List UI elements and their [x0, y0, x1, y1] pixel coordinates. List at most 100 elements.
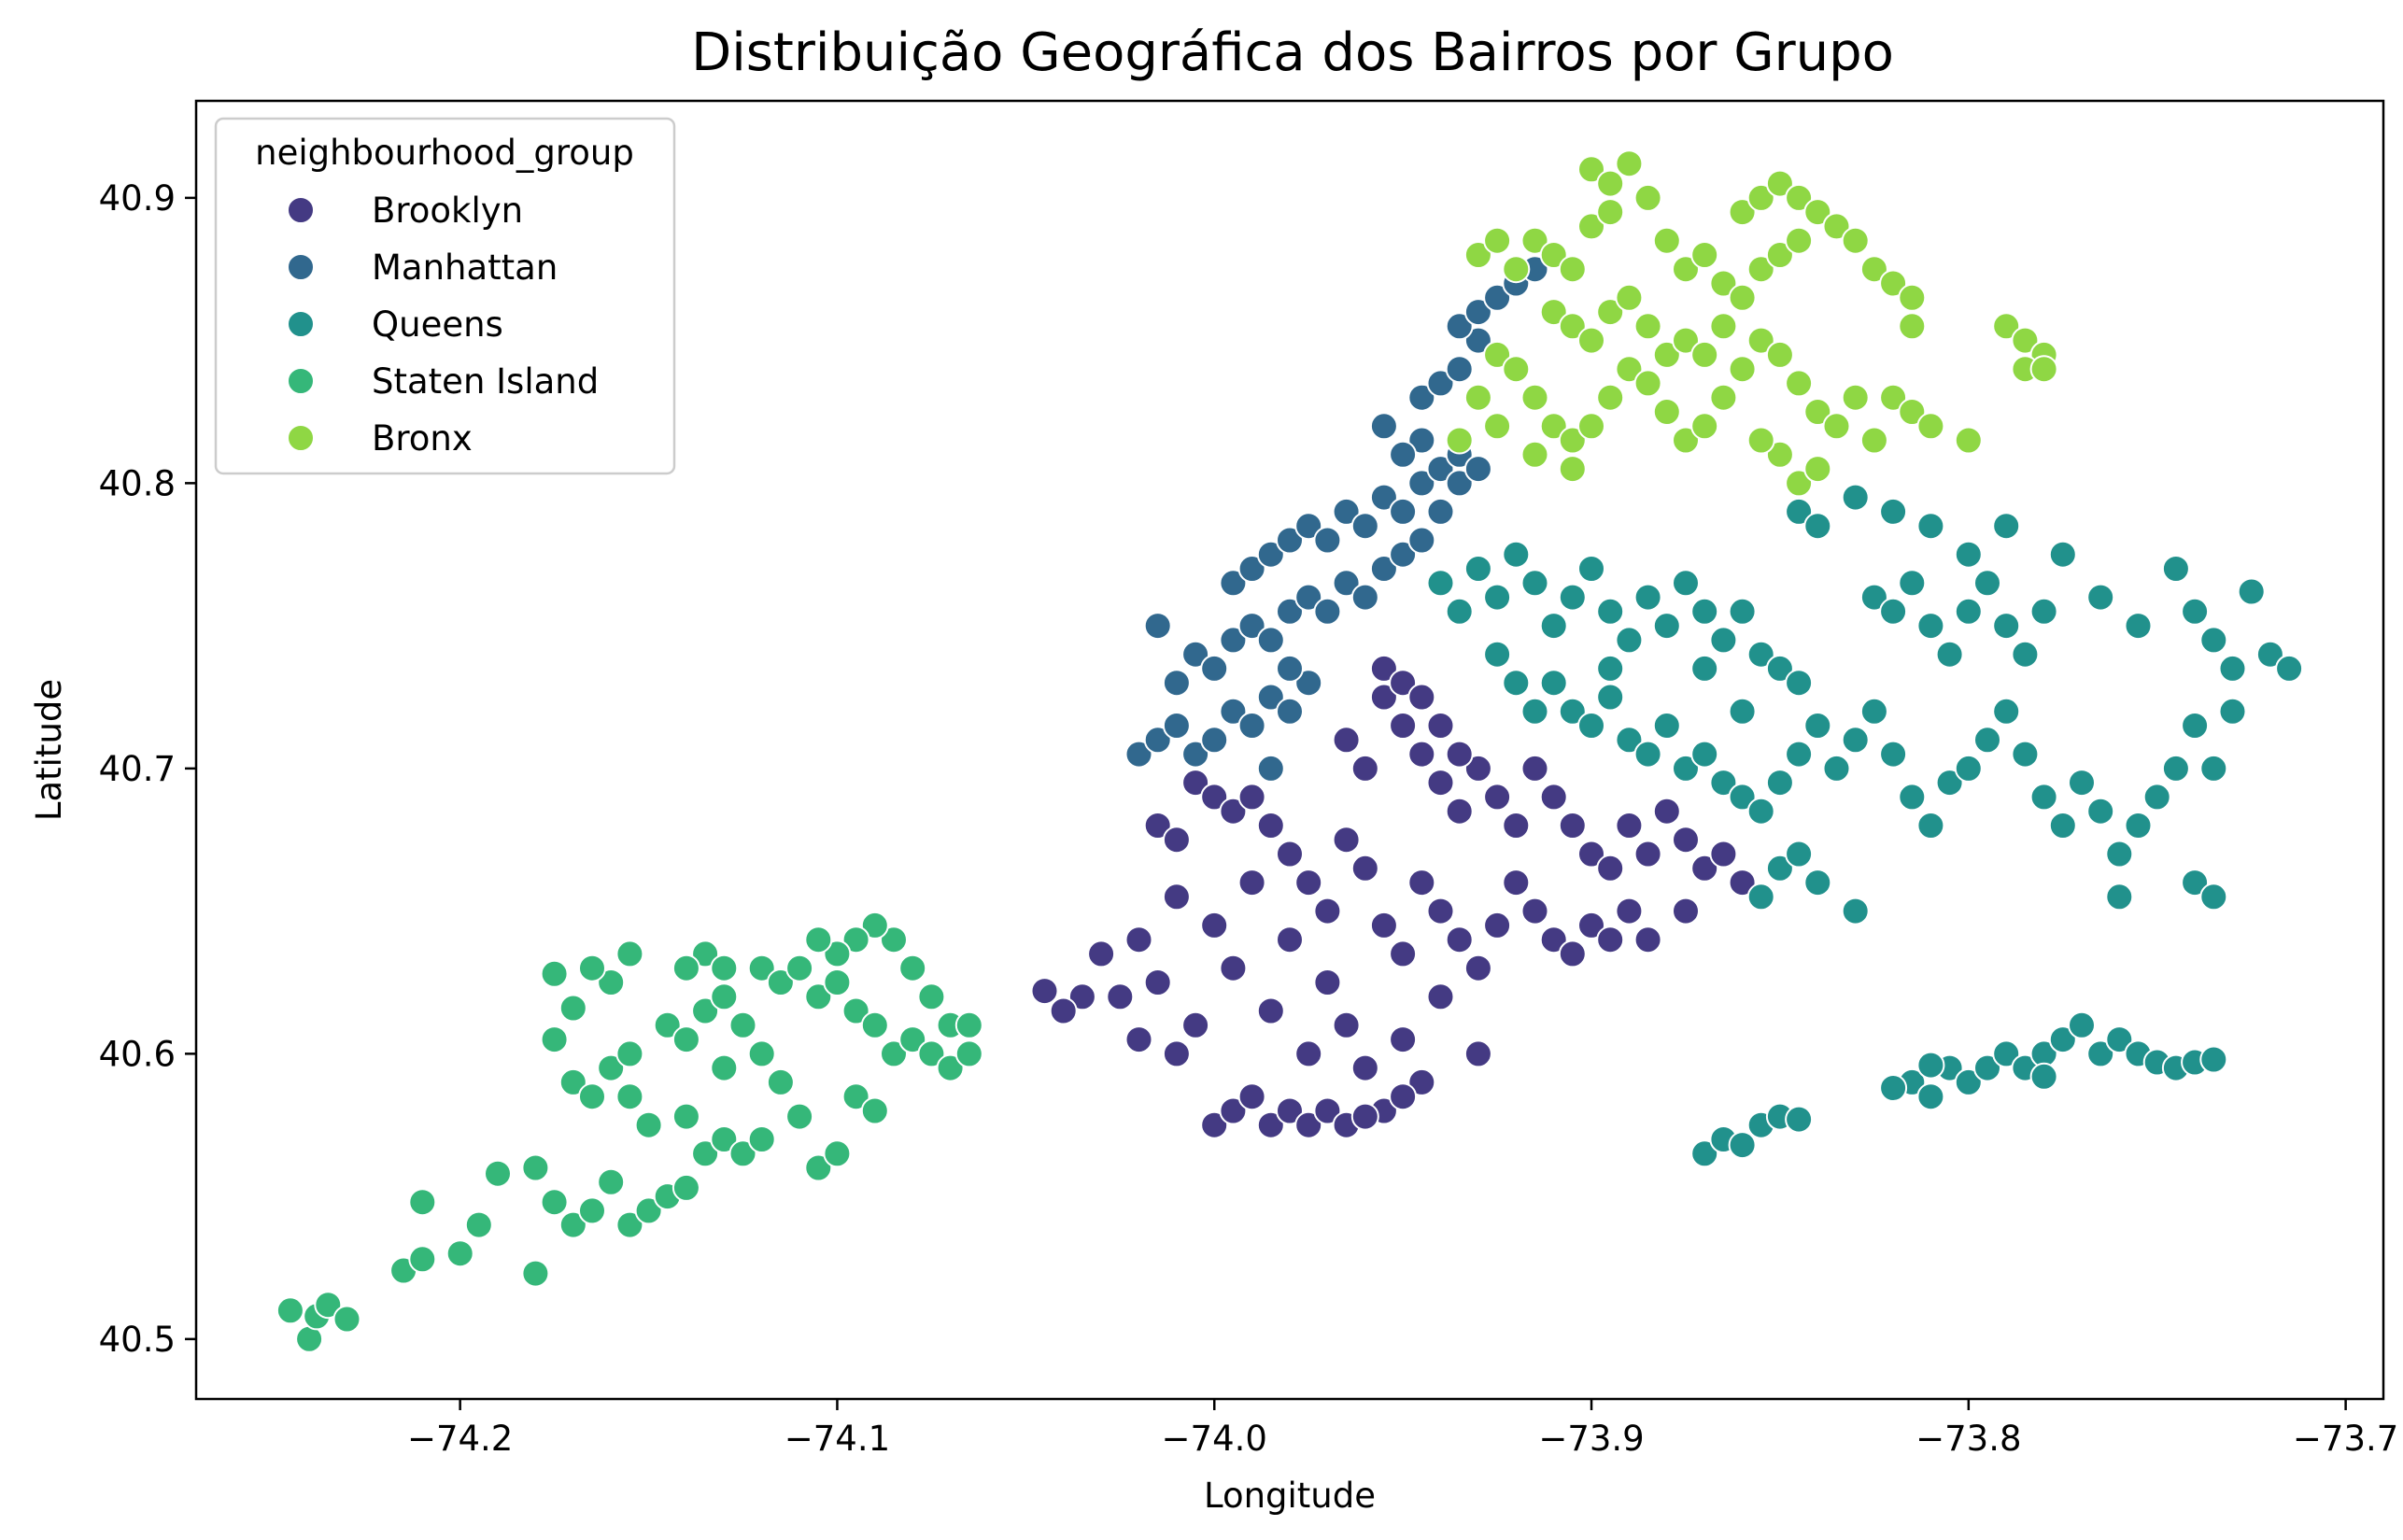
data-point — [1690, 597, 1719, 626]
data-point — [1746, 797, 1775, 826]
data-point — [1539, 612, 1568, 641]
data-point — [1652, 226, 1681, 255]
data-point — [464, 1210, 493, 1239]
data-point — [1350, 854, 1379, 883]
data-point — [1916, 612, 1945, 641]
data-point — [634, 1110, 663, 1139]
data-point — [1672, 326, 1700, 355]
data-point — [1596, 683, 1625, 712]
data-point — [597, 968, 626, 996]
data-point — [1898, 312, 1927, 341]
data-point — [1463, 954, 1492, 982]
data-point — [1389, 669, 1418, 698]
data-point — [578, 1196, 606, 1225]
data-point — [1841, 383, 1870, 412]
data-point — [1916, 1051, 1945, 1080]
data-point — [1369, 911, 1398, 940]
x-tick-label: −73.8 — [1915, 1419, 2021, 1459]
data-point — [1520, 569, 1549, 598]
data-point — [1463, 241, 1492, 269]
data-point — [1369, 483, 1398, 512]
data-point — [804, 925, 833, 954]
data-point — [1992, 512, 2021, 541]
data-point — [1219, 697, 1248, 726]
data-point — [1219, 1096, 1248, 1125]
data-point — [1898, 569, 1927, 598]
data-point — [2068, 769, 2096, 798]
data-point — [1256, 626, 1285, 655]
data-point — [1785, 1105, 1814, 1134]
data-point — [1954, 754, 1983, 783]
data-point — [2255, 640, 2284, 669]
data-point — [1841, 897, 1870, 925]
data-point — [521, 1153, 550, 1182]
data-point — [1577, 555, 1605, 583]
data-point — [954, 1039, 983, 1068]
y-axis-label: Latitude — [29, 679, 69, 821]
data-point — [408, 1188, 437, 1217]
data-point — [1520, 897, 1549, 925]
data-point — [1728, 198, 1757, 227]
data-point — [1558, 583, 1587, 612]
data-point — [1426, 497, 1455, 526]
legend-marker — [287, 196, 315, 224]
legend-marker — [287, 424, 315, 452]
data-point — [1294, 583, 1323, 612]
data-point — [1558, 426, 1587, 455]
data-point — [1841, 726, 1870, 755]
data-point — [2048, 540, 2077, 569]
data-point — [1143, 968, 1172, 996]
data-point — [1916, 412, 1945, 441]
data-point — [1389, 440, 1418, 469]
data-point — [1765, 769, 1794, 798]
data-point — [1369, 654, 1398, 683]
data-point — [1407, 740, 1436, 769]
data-point — [540, 1188, 569, 1217]
data-point — [1690, 412, 1719, 441]
data-point — [1577, 840, 1605, 869]
data-point — [1445, 469, 1474, 498]
data-point — [1728, 869, 1757, 897]
data-point — [1276, 925, 1304, 954]
y-tick-label: 40.9 — [99, 178, 176, 219]
data-point — [1690, 340, 1719, 369]
data-point — [558, 1210, 587, 1239]
data-point — [1973, 569, 2001, 598]
x-tick-label: −74.2 — [407, 1419, 513, 1459]
data-point — [2068, 1010, 2096, 1039]
data-point — [1463, 298, 1492, 327]
data-point — [1785, 840, 1814, 869]
data-point — [1276, 697, 1304, 726]
data-point — [1841, 226, 1870, 255]
y-tick-label: 40.8 — [99, 463, 176, 503]
data-point — [1859, 697, 1888, 726]
data-point — [1426, 569, 1455, 598]
data-point — [1256, 1110, 1285, 1139]
data-point — [1558, 255, 1587, 284]
data-point — [1143, 726, 1172, 755]
data-point — [1879, 497, 1908, 526]
data-point — [1124, 1025, 1153, 1054]
data-point — [1709, 840, 1738, 869]
data-point — [1237, 612, 1266, 641]
data-point — [1483, 583, 1512, 612]
data-point — [1558, 455, 1587, 484]
plot-frame — [194, 99, 2385, 1401]
data-point — [1256, 683, 1285, 712]
legend-title: neighbourhood_group — [255, 133, 634, 173]
data-point — [1483, 640, 1512, 669]
data-point — [1276, 654, 1304, 683]
data-point — [1162, 712, 1191, 740]
y-tick-label: 40.6 — [99, 1034, 176, 1074]
x-axis: −74.2 −74.1 −74.0 −73.9 −73.8 −73.7 — [407, 1399, 2398, 1459]
data-point — [1389, 497, 1418, 526]
data-point — [1577, 712, 1605, 740]
data-point — [1728, 283, 1757, 312]
data-point — [1690, 654, 1719, 683]
data-point — [1276, 840, 1304, 869]
x-tick-label: −74.0 — [1162, 1419, 1267, 1459]
data-point — [1803, 869, 1832, 897]
data-point — [1369, 555, 1398, 583]
data-point — [1407, 869, 1436, 897]
data-point — [841, 925, 870, 954]
